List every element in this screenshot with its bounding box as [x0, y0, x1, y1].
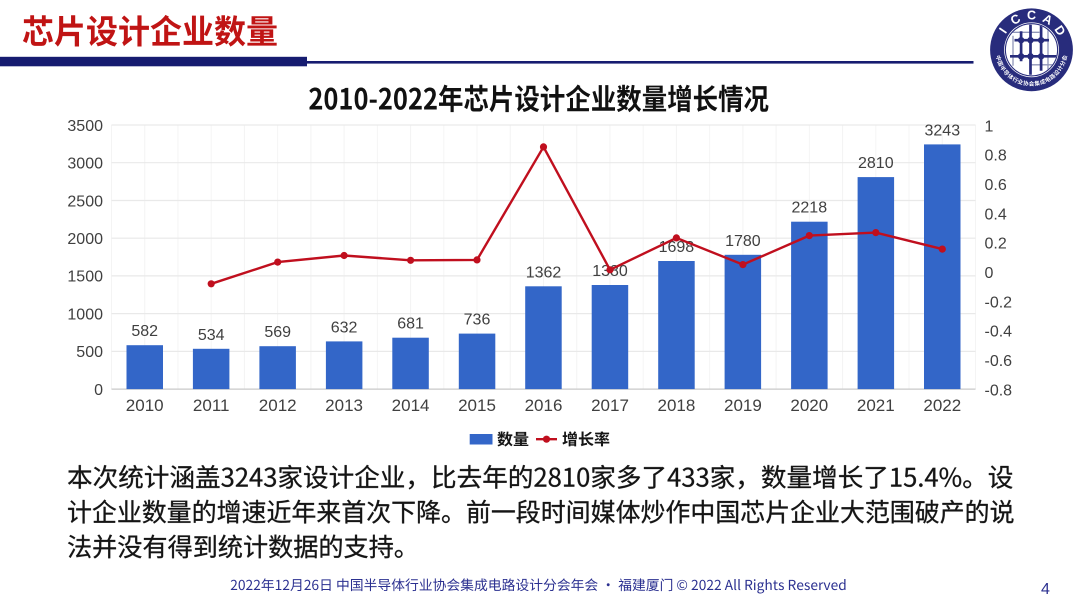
svg-text:2810: 2810: [858, 155, 894, 172]
svg-text:632: 632: [331, 319, 358, 336]
svg-text:2014: 2014: [392, 396, 430, 415]
svg-text:0: 0: [94, 382, 103, 399]
svg-text:3243: 3243: [925, 122, 961, 139]
svg-text:681: 681: [397, 316, 424, 333]
svg-text:-0.2: -0.2: [985, 294, 1013, 311]
svg-text:1362: 1362: [526, 264, 562, 281]
svg-text:4: 4: [1041, 581, 1050, 598]
svg-text:0: 0: [985, 265, 994, 282]
svg-text:500: 500: [76, 344, 103, 361]
svg-text:2218: 2218: [792, 200, 828, 217]
svg-text:2017: 2017: [591, 396, 629, 415]
svg-text:2010: 2010: [126, 396, 164, 415]
svg-text:2012: 2012: [259, 396, 297, 415]
svg-text:1: 1: [985, 118, 994, 135]
svg-text:2500: 2500: [67, 193, 103, 210]
svg-text:1698: 1698: [659, 239, 695, 256]
svg-text:0.8: 0.8: [985, 148, 1007, 165]
svg-text:-0.4: -0.4: [985, 324, 1013, 341]
svg-text:2018: 2018: [657, 396, 695, 415]
svg-text:3000: 3000: [67, 156, 103, 173]
svg-text:2019: 2019: [724, 396, 762, 415]
svg-text:0.6: 0.6: [985, 177, 1007, 194]
svg-text:I: I: [996, 25, 1010, 36]
svg-text:3500: 3500: [67, 118, 103, 135]
svg-text:1780: 1780: [725, 233, 761, 250]
svg-text:1000: 1000: [67, 306, 103, 323]
svg-text:2013: 2013: [325, 396, 363, 415]
svg-text:569: 569: [264, 324, 291, 341]
svg-text:2000: 2000: [67, 231, 103, 248]
svg-text:C: C: [1027, 9, 1036, 23]
svg-text:1500: 1500: [67, 269, 103, 286]
svg-text:0.2: 0.2: [985, 236, 1007, 253]
svg-text:-0.8: -0.8: [985, 382, 1013, 399]
svg-text:2021: 2021: [857, 396, 895, 415]
svg-text:2020: 2020: [790, 396, 828, 415]
svg-text:534: 534: [198, 327, 225, 344]
svg-text:-0.6: -0.6: [985, 353, 1013, 370]
svg-text:2011: 2011: [193, 396, 230, 415]
svg-text:2015: 2015: [458, 396, 496, 415]
svg-text:0.4: 0.4: [985, 206, 1007, 223]
svg-text:2016: 2016: [525, 396, 563, 415]
svg-text:2022: 2022: [923, 396, 961, 415]
svg-text:582: 582: [131, 323, 158, 340]
svg-text:736: 736: [464, 312, 491, 329]
